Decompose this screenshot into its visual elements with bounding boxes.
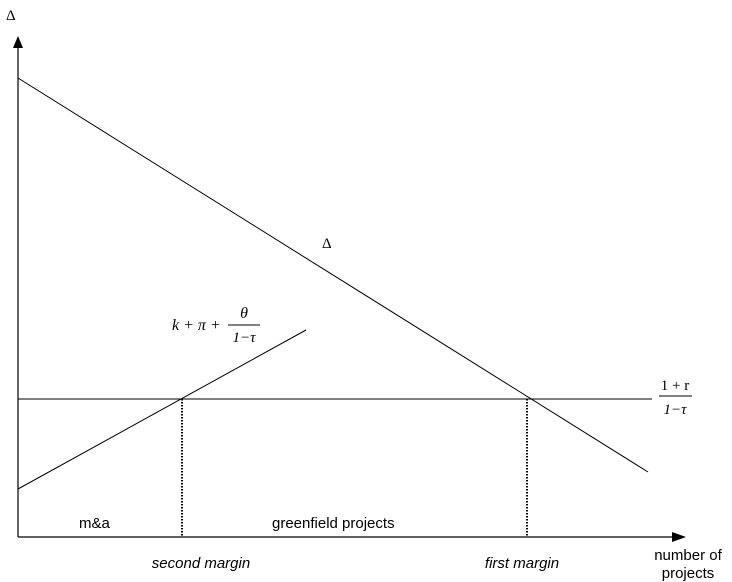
y-axis-label: Δ	[6, 8, 16, 24]
delta-curve-label: Δ	[322, 236, 332, 252]
threshold-label-numerator: 1 + r	[661, 378, 689, 394]
x-axis-label-line2: projects	[662, 565, 715, 582]
threshold-label-denominator: 1−τ	[664, 402, 688, 418]
cost-curve-label-denominator: 1−τ	[233, 330, 257, 346]
cost-curve	[17, 329, 307, 490]
region-label-ma: m&a	[79, 515, 111, 532]
second-margin-label: second margin	[152, 555, 250, 572]
x-axis-label-line1: number of	[654, 547, 722, 564]
cost-curve-label: k + π + θ 1−τ	[172, 305, 260, 346]
region-label-greenfield: greenfield projects	[272, 515, 395, 532]
delta-curve	[17, 77, 649, 473]
x-axis-arrow-icon	[672, 532, 686, 542]
threshold-label: 1 + r 1−τ	[659, 378, 692, 418]
cost-curve-label-numerator: θ	[240, 305, 248, 322]
first-margin-label: first margin	[485, 555, 559, 572]
y-axis-arrow-icon	[13, 36, 23, 48]
cost-curve-label-lead: k + π +	[172, 317, 221, 334]
